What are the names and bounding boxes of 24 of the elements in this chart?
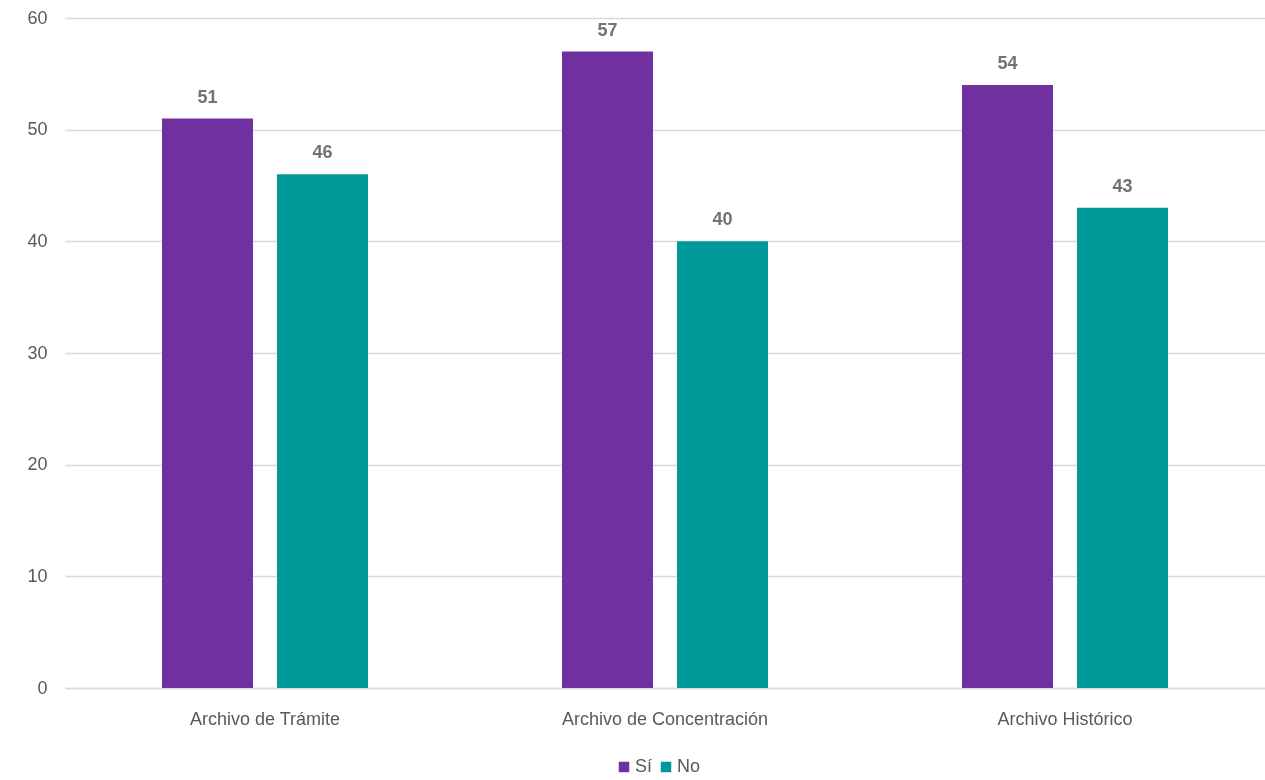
data-label: 46 (312, 142, 333, 163)
y-tick-label: 20 (27, 454, 48, 475)
y-tick-label: 60 (27, 7, 48, 28)
x-tick-label: Archivo de Trámite (189, 708, 341, 729)
bar (677, 241, 768, 688)
data-label: 40 (712, 209, 733, 230)
bar (162, 118, 253, 688)
y-tick-label: 10 (27, 565, 48, 586)
y-tick-label: 40 (27, 230, 48, 251)
y-tick-label: 50 (27, 119, 48, 140)
bar (562, 51, 653, 688)
data-label: 57 (597, 19, 618, 40)
data-label: 51 (197, 86, 218, 107)
legend-label: Sí (635, 756, 653, 776)
bar (962, 85, 1053, 688)
data-label: 54 (997, 53, 1018, 73)
x-tick-label: Archivo Histórico (997, 708, 1133, 729)
bar (1077, 207, 1168, 688)
y-tick-label: 0 (37, 677, 48, 698)
x-tick-label: Archivo de Concentración (561, 708, 769, 729)
data-label: 43 (1112, 175, 1133, 196)
y-tick-label: 30 (27, 342, 48, 363)
legend-label: No (677, 756, 701, 776)
bar (277, 174, 368, 688)
